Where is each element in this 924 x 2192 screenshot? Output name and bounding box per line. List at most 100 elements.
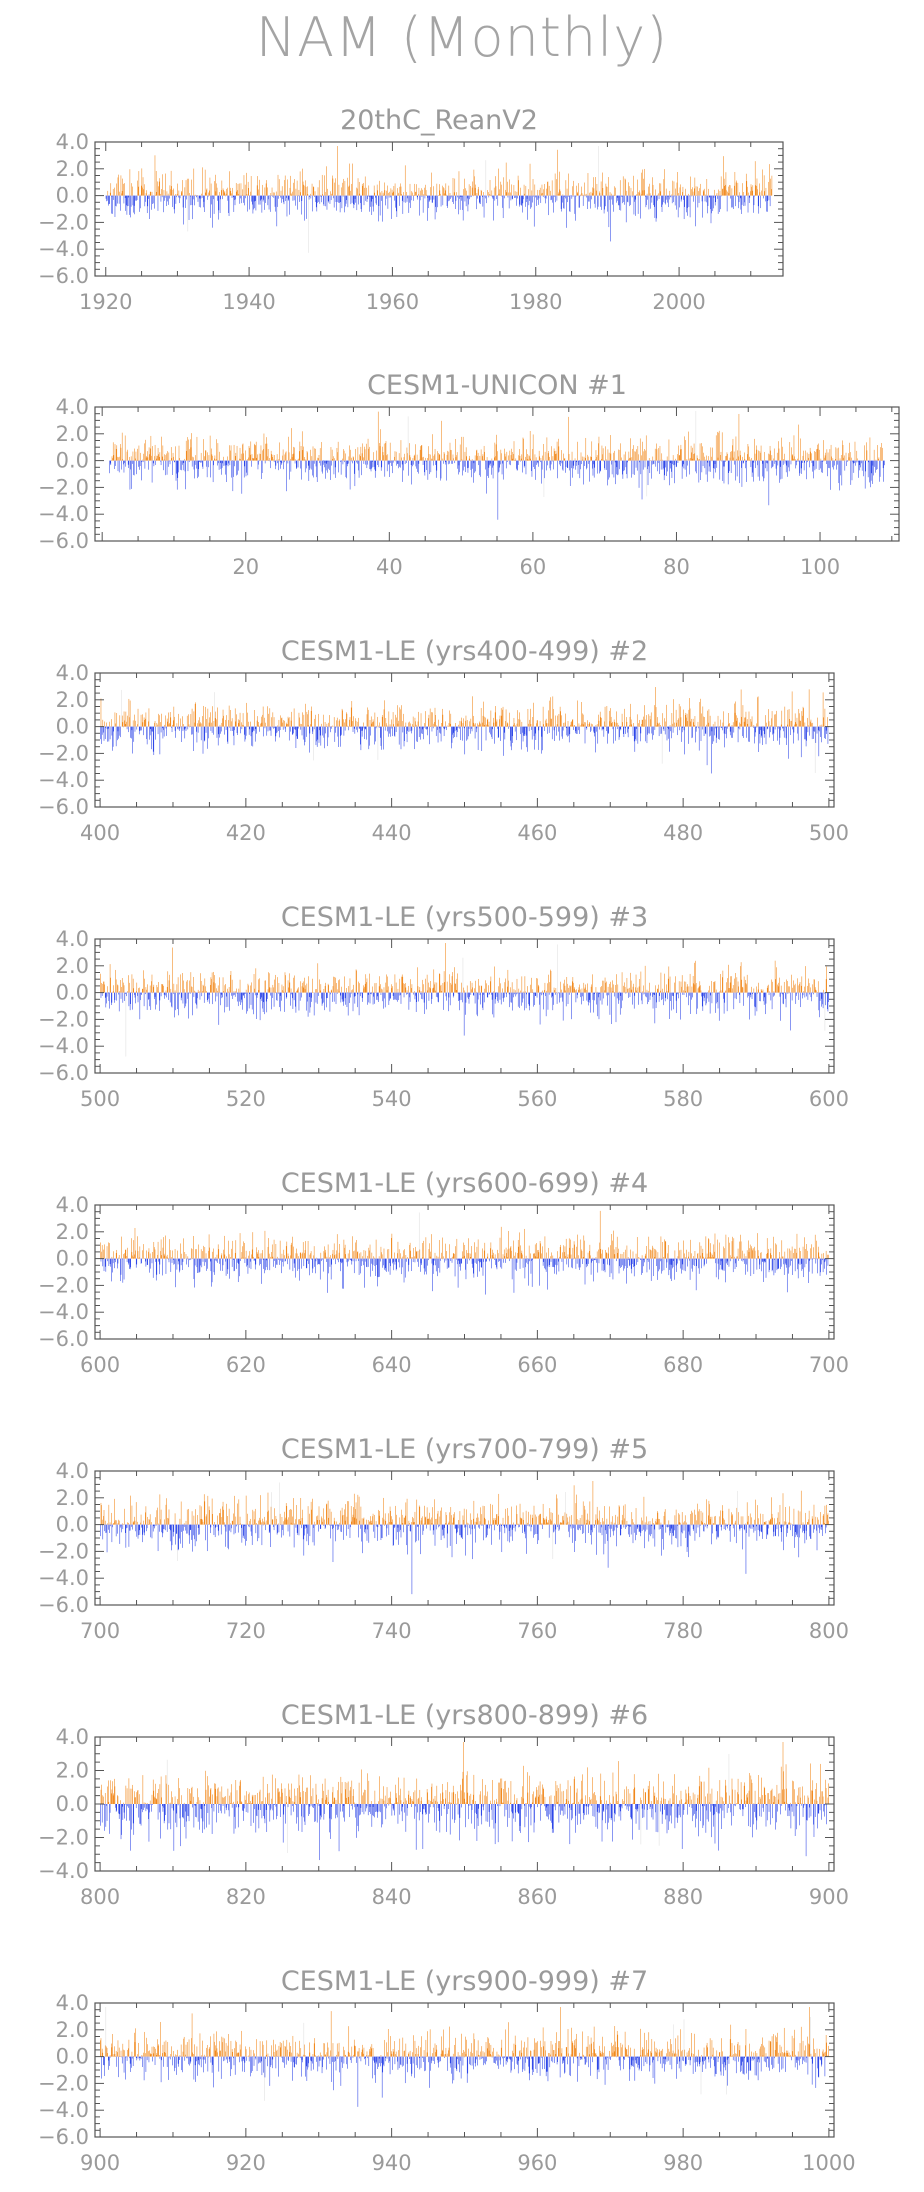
bar	[560, 195, 562, 209]
bar	[783, 726, 785, 738]
bar	[535, 726, 537, 740]
bar	[803, 450, 804, 461]
bar	[187, 195, 189, 232]
bar	[745, 460, 747, 462]
bar	[353, 984, 354, 993]
bar	[179, 458, 180, 461]
bar	[826, 460, 827, 465]
bar	[667, 726, 669, 739]
bar	[200, 452, 202, 461]
bar	[854, 441, 856, 461]
bar	[353, 992, 355, 997]
bar	[288, 987, 289, 993]
bar	[250, 985, 251, 993]
bar	[187, 437, 188, 461]
bar	[352, 989, 353, 993]
bar	[517, 195, 518, 199]
bar	[723, 992, 725, 1014]
bar	[361, 726, 363, 737]
bar	[756, 185, 757, 196]
bar	[309, 992, 310, 998]
bar	[760, 445, 762, 461]
bar	[371, 195, 373, 215]
bar	[244, 726, 246, 742]
bar	[791, 691, 793, 727]
bar	[453, 992, 455, 996]
bar	[241, 992, 242, 1000]
bar	[719, 725, 721, 727]
bar	[208, 992, 210, 995]
bar	[597, 195, 599, 207]
bar	[575, 992, 577, 1003]
bar	[142, 459, 143, 461]
bar	[579, 984, 580, 993]
bar	[432, 195, 433, 203]
bar	[351, 183, 352, 196]
bar	[225, 984, 226, 993]
bar	[283, 720, 285, 727]
bar	[305, 186, 307, 196]
bar	[170, 988, 172, 993]
bar	[320, 195, 322, 197]
bar	[581, 723, 583, 727]
bar	[195, 194, 196, 196]
bar	[427, 195, 429, 198]
bar	[762, 725, 764, 727]
bar	[467, 460, 469, 473]
bar	[876, 460, 877, 470]
bar	[780, 724, 782, 727]
bar	[687, 984, 688, 993]
bar	[522, 437, 524, 461]
bar	[652, 992, 654, 1009]
bar	[540, 457, 542, 461]
bar	[696, 460, 697, 474]
bar	[471, 726, 473, 732]
bar	[739, 726, 741, 730]
bar	[393, 992, 394, 1000]
bar	[732, 726, 733, 738]
bar	[165, 715, 166, 727]
bar	[490, 976, 492, 993]
bar	[372, 460, 374, 468]
bar	[377, 411, 379, 461]
bar	[537, 984, 539, 993]
bar	[339, 195, 340, 203]
bar	[704, 195, 706, 202]
bar	[401, 460, 403, 465]
bar	[698, 191, 699, 196]
bar	[305, 459, 307, 461]
bar	[349, 717, 351, 727]
bar	[365, 726, 367, 730]
bar	[290, 458, 291, 461]
bar	[645, 726, 646, 742]
bar	[806, 460, 807, 480]
bar	[411, 726, 413, 731]
bar	[516, 978, 518, 993]
bar	[713, 460, 715, 479]
bar	[749, 456, 750, 461]
bar	[553, 460, 554, 470]
bar	[882, 460, 884, 469]
bar	[817, 717, 818, 727]
bar	[599, 460, 601, 472]
bar	[666, 990, 668, 993]
bar	[558, 992, 559, 994]
bar	[690, 992, 691, 1014]
bar	[360, 446, 362, 461]
bar	[547, 460, 548, 466]
bar	[297, 195, 298, 210]
bar	[139, 726, 141, 731]
bar	[719, 190, 721, 196]
bar	[148, 195, 149, 199]
bar	[504, 195, 505, 199]
bar	[177, 992, 178, 1010]
bar	[503, 992, 504, 1002]
bar	[400, 183, 401, 196]
bar	[409, 721, 410, 727]
bar	[815, 726, 817, 743]
bar	[517, 992, 519, 1007]
bar	[512, 458, 514, 461]
bar	[545, 720, 546, 727]
bar	[232, 460, 234, 492]
bar	[185, 992, 187, 1004]
